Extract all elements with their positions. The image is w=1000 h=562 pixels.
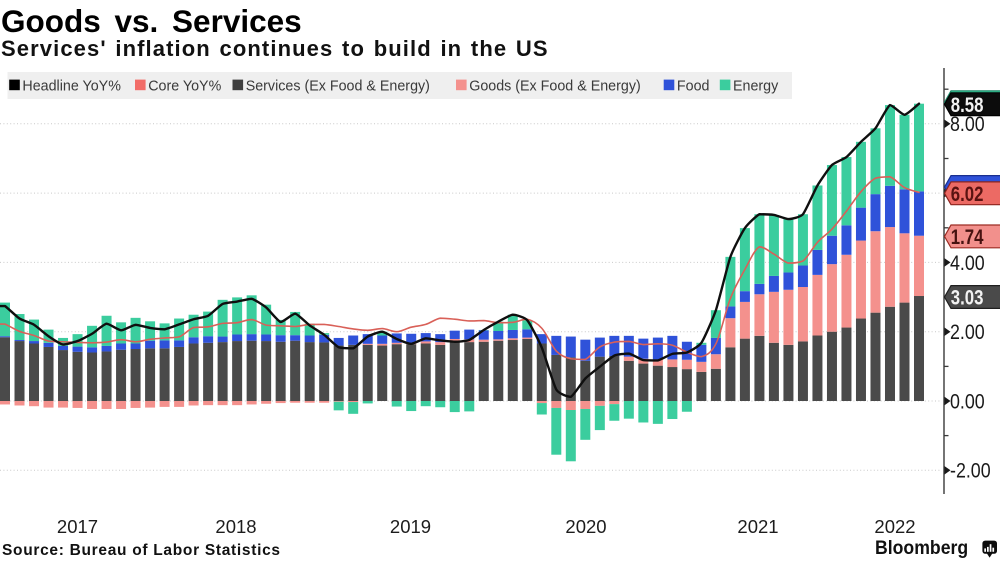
svg-text:1.74: 1.74 [951, 226, 984, 249]
svg-text:-2.00: -2.00 [950, 459, 991, 483]
svg-text:0.00: 0.00 [950, 390, 985, 414]
svg-text:2019: 2019 [390, 516, 431, 537]
svg-text:8.00: 8.00 [950, 113, 985, 137]
svg-text:Headline YoY%: Headline YoY% [22, 78, 121, 94]
svg-text:Goods vs. Services: Goods vs. Services [1, 3, 302, 39]
svg-text:Services (Ex Food & Energy): Services (Ex Food & Energy) [246, 78, 430, 94]
svg-text:Source: Bureau of Labor Statis: Source: Bureau of Labor Statistics [2, 542, 281, 559]
svg-text:Bloomberg: Bloomberg [875, 536, 968, 558]
svg-text:Goods (Ex Food & Energy): Goods (Ex Food & Energy) [469, 78, 641, 94]
svg-text:2020: 2020 [565, 516, 606, 537]
svg-text:Core YoY%: Core YoY% [148, 78, 221, 94]
svg-text:2021: 2021 [737, 516, 778, 537]
svg-text:2017: 2017 [57, 516, 98, 537]
svg-text:2.00: 2.00 [950, 321, 985, 345]
svg-text:8.58: 8.58 [951, 94, 984, 117]
svg-text:Food: Food [677, 78, 710, 94]
svg-text:Services' inflation continues: Services' inflation continues to build i… [1, 36, 549, 61]
svg-text:6.02: 6.02 [951, 183, 984, 206]
svg-text:Energy: Energy [733, 78, 779, 94]
svg-text:2018: 2018 [215, 516, 256, 537]
svg-text:2022: 2022 [874, 516, 915, 537]
svg-text:3.03: 3.03 [951, 287, 984, 310]
svg-text:4.00: 4.00 [950, 251, 985, 275]
